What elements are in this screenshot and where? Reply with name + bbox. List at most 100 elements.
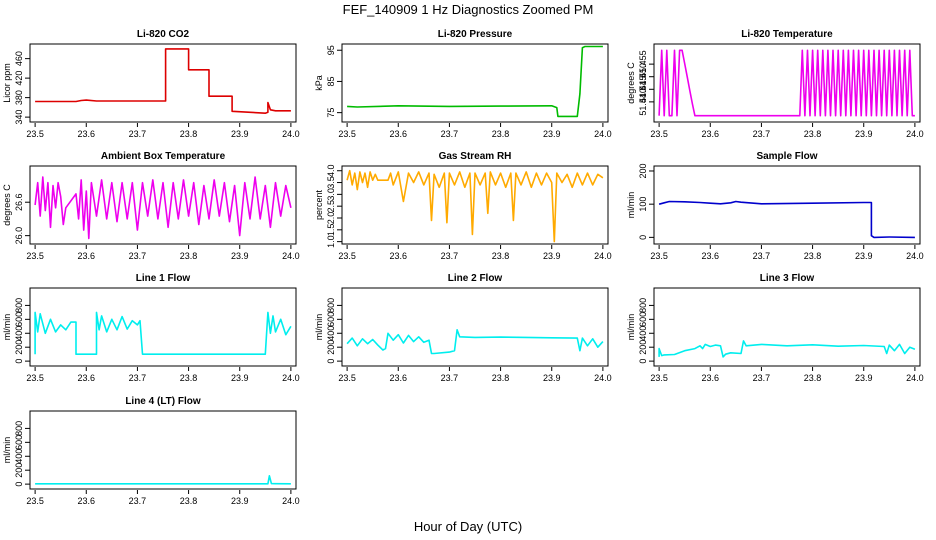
x-tick-label: 23.7	[129, 373, 147, 383]
panel-6: Sample Flow 23.5 23.6 23.7 23.8 23.9 24.0 0 100 2…	[626, 151, 924, 261]
plot-frame	[29, 410, 297, 490]
x-tick-label: 23.5	[338, 373, 356, 383]
y-tick-label: 460	[14, 51, 24, 66]
panel-title: Line 2 Flow	[448, 273, 503, 284]
x-tick-label: 23.5	[26, 496, 44, 506]
x-tick-label: 24.0	[906, 251, 924, 261]
x-tick-label: 24.0	[906, 129, 924, 139]
x-tick-label: 23.6	[78, 129, 96, 139]
y-tick-label: 0	[638, 235, 648, 240]
y-tick-label: 600	[14, 435, 24, 450]
y-tick-label: 51.440	[638, 88, 648, 116]
x-tick-label: 24.0	[594, 251, 612, 261]
y-tick-label: 800	[638, 298, 648, 313]
panel-8: Line 2 Flow 23.5 23.6 23.7 23.8 23.9 24.0 0 2004…	[314, 273, 612, 383]
y-tick-label: 51.455	[638, 50, 648, 78]
plot-frame	[29, 287, 297, 367]
y-axis-label: ml/min	[2, 437, 12, 464]
panel-9: Line 3 Flow 23.5 23.6 23.7 23.8 23.9 24.0 0 2004…	[626, 273, 924, 383]
panel-title: Line 4 (LT) Flow	[125, 396, 201, 407]
y-tick-label: 600	[638, 312, 648, 327]
series-line	[346, 328, 604, 355]
x-tick-label: 23.9	[543, 129, 561, 139]
x-axis-label: Hour of Day (UTC)	[414, 519, 522, 534]
x-tick-label: 23.5	[650, 251, 668, 261]
x-tick-label: 23.5	[26, 129, 44, 139]
y-tick-label: 200	[638, 340, 648, 355]
y-tick-label: 51.450	[638, 63, 648, 91]
x-tick-label: 23.9	[855, 251, 873, 261]
x-tick-label: 24.0	[282, 129, 300, 139]
y-tick-label: 85	[326, 76, 336, 86]
panel-title: Sample Flow	[756, 151, 817, 162]
panel-7: Line 1 Flow 23.5 23.6 23.7 23.8 23.9 24.0 0 2004…	[2, 273, 300, 383]
y-tick-label: 0	[638, 359, 648, 364]
x-tick-label: 23.9	[231, 373, 249, 383]
y-axis-label: ml/min	[314, 314, 324, 341]
series-line	[34, 311, 292, 356]
y-tick-label: 1.0	[326, 235, 336, 248]
y-axis-label: kPa	[314, 75, 324, 91]
y-tick-label: 380	[14, 90, 24, 105]
x-tick-label: 23.9	[543, 251, 561, 261]
x-tick-label: 23.8	[180, 373, 198, 383]
x-tick-label: 23.8	[492, 129, 510, 139]
y-tick-label: 800	[14, 298, 24, 313]
x-tick-label: 23.7	[753, 129, 771, 139]
series-line	[346, 169, 604, 243]
panel-title: Line 3 Flow	[760, 273, 815, 284]
x-tick-label: 24.0	[594, 373, 612, 383]
series-line	[658, 200, 915, 239]
series-line	[347, 45, 603, 118]
x-tick-label: 23.7	[441, 129, 459, 139]
y-axis-label: degrees C	[2, 184, 12, 226]
panel-3: Li-820 Temperature 23.5 23.6 23.7 23.8 23.9 24…	[626, 29, 924, 139]
x-tick-label: 23.8	[180, 496, 198, 506]
x-tick-label: 23.9	[231, 251, 249, 261]
figure-title: FEF_140909 1 Hz Diagnostics Zoomed PM	[343, 2, 594, 17]
x-tick-label: 24.0	[282, 251, 300, 261]
panel-title: Line 1 Flow	[136, 273, 191, 284]
y-tick-label: 400	[14, 449, 24, 464]
x-tick-label: 23.6	[390, 373, 408, 383]
panel-1: Li-820 CO2 23.5 23.6 23.7 23.8 23.9 24.0 340 380…	[2, 29, 300, 139]
x-tick-label: 23.5	[338, 129, 356, 139]
panel-4: Ambient Box Temperature 23.5 23.6 23.7 23.8 2…	[2, 151, 300, 261]
y-axis-label: ml/min	[2, 314, 12, 341]
x-tick-label: 23.6	[78, 373, 96, 383]
plot-frame	[29, 165, 297, 245]
y-tick-label: 800	[14, 421, 24, 436]
y-axis-label: Licor ppm	[2, 63, 12, 103]
x-tick-label: 23.9	[543, 373, 561, 383]
series-line	[35, 48, 291, 114]
y-tick-label: 200	[14, 463, 24, 478]
x-tick-label: 23.7	[441, 373, 459, 383]
y-axis-label: ml/min	[626, 192, 636, 219]
plot-frame	[653, 287, 921, 367]
y-tick-label: 26.6	[14, 193, 24, 211]
y-tick-label: 200	[326, 340, 336, 355]
panel-title: Li-820 Temperature	[741, 29, 833, 40]
y-tick-label: 400	[326, 326, 336, 341]
x-tick-label: 23.8	[804, 251, 822, 261]
y-tick-label: 2.0	[326, 212, 336, 225]
y-tick-label: 100	[638, 197, 648, 212]
x-tick-label: 23.9	[231, 496, 249, 506]
y-axis-label: percent	[314, 189, 324, 220]
plot-frame	[341, 43, 609, 123]
x-tick-label: 23.6	[390, 129, 408, 139]
x-tick-label: 23.8	[492, 251, 510, 261]
plot-frame	[29, 43, 297, 123]
x-tick-label: 23.9	[855, 129, 873, 139]
panel-title: Gas Stream RH	[439, 151, 512, 162]
x-tick-label: 24.0	[594, 129, 612, 139]
y-tick-label: 1.5	[326, 224, 336, 237]
panel-2: Li-820 Pressure 23.5 23.6 23.7 23.8 23.9 24.0 7…	[314, 29, 612, 139]
y-tick-label: 0	[14, 359, 24, 364]
plot-frame	[653, 165, 921, 245]
series-line	[35, 474, 291, 485]
x-tick-label: 24.0	[282, 496, 300, 506]
y-tick-label: 0	[326, 359, 336, 364]
x-tick-label: 23.6	[702, 373, 720, 383]
x-tick-label: 23.7	[129, 251, 147, 261]
